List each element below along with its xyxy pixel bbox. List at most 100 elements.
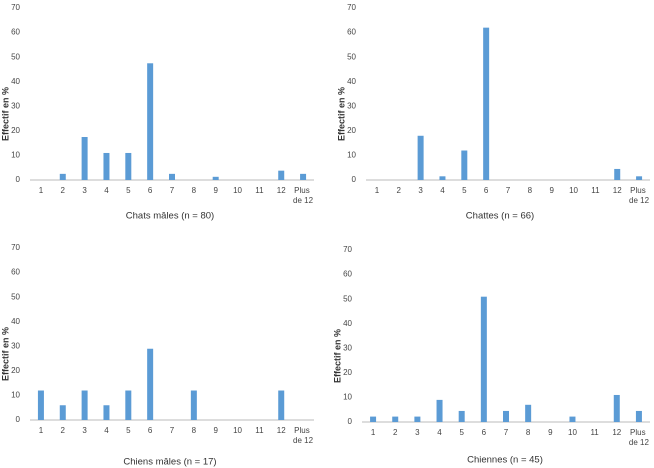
x-tick-label: 10 — [568, 428, 577, 437]
y-axis-label: Effectif en % — [332, 329, 342, 383]
bar — [461, 150, 468, 180]
x-tick-label: Plus de 12 — [629, 186, 650, 205]
x-tick-label: 5 — [462, 186, 467, 195]
x-tick-label: 11 — [255, 426, 264, 435]
y-tick-label: 40 — [11, 317, 20, 326]
x-tick-label: 7 — [506, 186, 511, 195]
chart-title: Chats mâles (n = 80) — [126, 211, 214, 222]
y-tick-label: 20 — [11, 126, 20, 135]
bar — [480, 296, 487, 422]
bar — [436, 399, 443, 422]
label-line: de 12 — [293, 196, 314, 205]
bar — [59, 405, 66, 420]
y-tick-label: 50 — [11, 292, 20, 301]
x-tick-label: 8 — [192, 426, 197, 435]
label-line: Plus — [294, 186, 312, 195]
y-axis-label: Effectif en % — [0, 327, 10, 381]
bar — [169, 173, 175, 180]
chart: 0 10 20 30 40 50 60 70 Effectif en % Chiennes (n … — [332, 245, 650, 466]
y-tick-label: 0 — [348, 417, 353, 426]
bar — [59, 173, 66, 180]
x-tick-label: 4 — [104, 426, 109, 435]
y-tick-label: 70 — [343, 245, 352, 254]
y-tick-label: 60 — [11, 28, 20, 37]
x-tick-label: 12 — [612, 428, 621, 437]
bar — [614, 168, 621, 180]
y-tick-label: 10 — [347, 151, 356, 160]
label-line: Plus — [294, 426, 312, 435]
bar — [37, 390, 44, 420]
x-tick-label: 4 — [104, 186, 109, 195]
y-tick-label: 10 — [11, 391, 20, 400]
x-tick-label: 3 — [82, 186, 87, 195]
y-tick-label: 50 — [11, 52, 20, 61]
x-tick-label: 10 — [569, 186, 578, 195]
bar — [458, 410, 465, 422]
bar — [636, 176, 643, 180]
x-tick-label: 3 — [82, 426, 87, 435]
bar — [414, 416, 421, 422]
label-line: de 12 — [293, 436, 314, 445]
bar — [103, 152, 110, 180]
x-tick-label: 2 — [61, 186, 66, 195]
bar — [613, 394, 620, 422]
y-tick-label: 60 — [347, 28, 356, 37]
y-tick-label: 50 — [347, 52, 356, 61]
bar — [483, 27, 490, 181]
label-line: de 12 — [629, 196, 650, 205]
x-tick-label: 8 — [526, 428, 531, 437]
bar — [635, 410, 642, 422]
chart: 0 10 20 30 40 50 60 70 Effectif en % Chats mâles … — [0, 3, 314, 222]
x-tick-label: 12 — [277, 426, 286, 435]
y-tick-label: 0 — [16, 415, 21, 424]
chart-title: Chiennes (n = 45) — [467, 455, 543, 466]
bar — [300, 173, 307, 180]
x-tick-label: 4 — [437, 428, 442, 437]
x-tick-label: Plus de 12 — [293, 426, 314, 445]
x-tick-label: 9 — [213, 186, 218, 195]
y-tick-label: 20 — [11, 366, 20, 375]
y-tick-label: 60 — [343, 270, 352, 279]
x-tick-label: 11 — [591, 186, 600, 195]
x-tick-label: 12 — [277, 186, 286, 195]
label-line: Plus — [630, 186, 648, 195]
bar — [370, 416, 377, 422]
bar — [569, 416, 576, 422]
y-axis-label: Effectif en % — [0, 87, 10, 141]
x-tick-label: 10 — [233, 426, 242, 435]
y-tick-label: 30 — [343, 343, 352, 352]
y-tick-label: 30 — [347, 101, 356, 110]
label-line: de 12 — [629, 438, 650, 447]
y-tick-label: 20 — [347, 126, 356, 135]
y-tick-label: 60 — [11, 268, 20, 277]
y-tick-label: 20 — [343, 368, 352, 377]
y-tick-label: 70 — [347, 3, 356, 12]
bar — [81, 390, 88, 420]
x-tick-label: 11 — [255, 186, 264, 195]
x-tick-label: 11 — [590, 428, 599, 437]
x-tick-label: Plus de 12 — [293, 186, 314, 205]
x-tick-label: 5 — [126, 426, 131, 435]
y-tick-label: 40 — [11, 77, 20, 86]
x-tick-label: 6 — [484, 186, 489, 195]
x-tick-label: 5 — [459, 428, 464, 437]
y-tick-label: 70 — [11, 243, 20, 252]
x-tick-label: 2 — [397, 186, 402, 195]
y-tick-label: 0 — [16, 175, 21, 184]
x-tick-label: 9 — [549, 186, 554, 195]
x-tick-label: 3 — [418, 186, 423, 195]
y-tick-label: 40 — [343, 319, 352, 328]
bar — [439, 176, 446, 180]
bar — [212, 176, 219, 180]
bar — [147, 348, 154, 420]
x-tick-label: 6 — [148, 426, 153, 435]
x-tick-label: 5 — [126, 186, 131, 195]
x-tick-label: 2 — [393, 428, 398, 437]
y-tick-label: 40 — [347, 77, 356, 86]
bar — [525, 404, 532, 422]
x-tick-label: 9 — [213, 426, 218, 435]
x-tick-label: 6 — [482, 428, 487, 437]
x-tick-label: 8 — [192, 186, 197, 195]
y-tick-label: 10 — [11, 151, 20, 160]
